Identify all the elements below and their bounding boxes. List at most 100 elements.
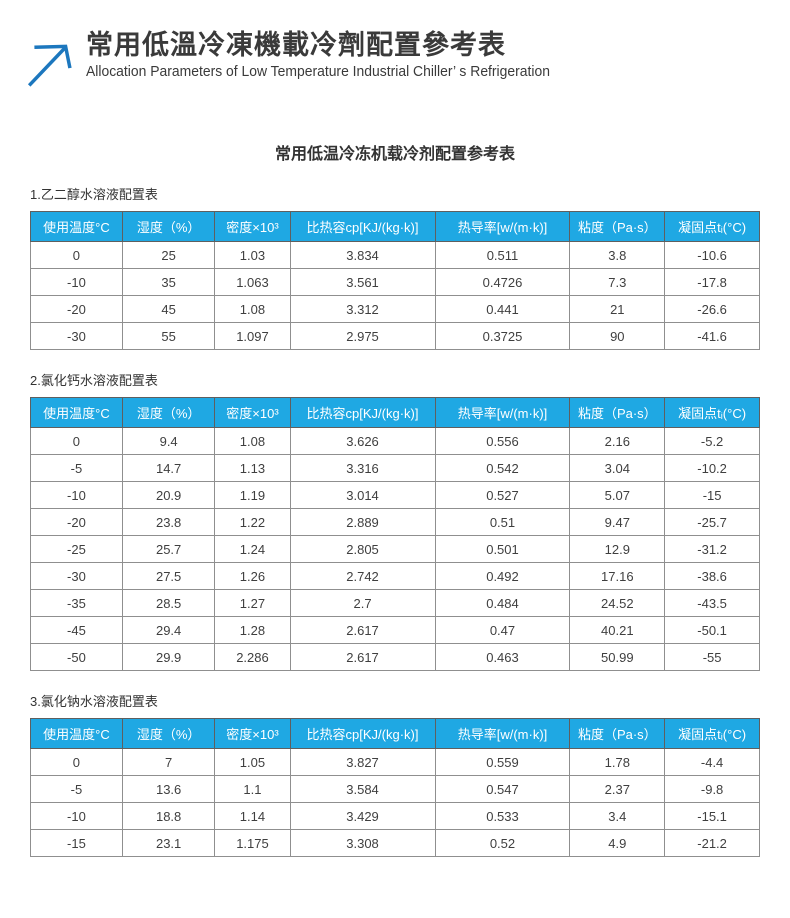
table-cell: 0.527 — [434, 481, 571, 509]
table-cell: 29.9 — [121, 643, 216, 671]
table-cell: 55 — [121, 322, 216, 350]
table-cell: 3.04 — [569, 454, 666, 482]
table-cell: 9.47 — [569, 508, 666, 536]
table-cell: 14.7 — [121, 454, 216, 482]
table-row: -5 13.6 1.1 3.584 0.547 2.37 -9.8 — [30, 775, 760, 803]
table-cell: 0 — [30, 241, 123, 269]
table-cell: 13.6 — [121, 775, 216, 803]
table-cell: 0.47 — [434, 616, 571, 644]
column-header: 粘度（Pa·s） — [569, 211, 666, 242]
table-cell: 1.03 — [214, 241, 291, 269]
table-cell: -38.6 — [664, 562, 760, 590]
table-cell: 3.561 — [289, 268, 436, 296]
table-cell: 90 — [569, 322, 666, 350]
table-cell: -9.8 — [664, 775, 760, 803]
data-table-calcium-chloride: 使用温度°C 湿度（%） 密度×10³ 比热容cp[KJ/(kg·k)] 热导率[w/(… — [30, 397, 760, 671]
table-cell: 2.617 — [289, 616, 436, 644]
table-cell: 4.9 — [569, 829, 666, 857]
table-cell: 3.827 — [289, 748, 436, 776]
section-sodium-chloride: 3.氯化钠水溶液配置表 使用温度°C 湿度（%） 密度×10³ 比热容cp[KJ/(k… — [30, 691, 760, 857]
table-cell: 1.26 — [214, 562, 291, 590]
document-title: 常用低温冷冻机载冷剂配置参考表 — [274, 146, 515, 163]
column-header: 密度×10³ — [214, 397, 291, 428]
table-cell: 50.99 — [569, 643, 666, 671]
table-cell: 3.316 — [289, 454, 436, 482]
column-header: 湿度（%） — [121, 397, 216, 428]
section-label: 2.氯化钙水溶液配置表 — [30, 373, 158, 388]
table-cell: 21 — [569, 295, 666, 323]
table-cell: 0.533 — [434, 802, 571, 830]
table-cell: 3.429 — [289, 802, 436, 830]
table-cell: -5 — [30, 454, 123, 482]
table-cell: 0.484 — [434, 589, 571, 617]
table-header-row: 使用温度°C 湿度（%） 密度×10³ 比热容cp[KJ/(kg·k)] 热导率[w/(… — [30, 718, 760, 749]
section-ethylene-glycol: 1.乙二醇水溶液配置表 使用温度°C 湿度（%） 密度×10³ 比热容cp[KJ/(k… — [30, 184, 760, 350]
column-header: 比热容cp[KJ/(kg·k)] — [289, 211, 436, 242]
table-cell: -15 — [30, 829, 123, 857]
table-cell: 2.975 — [289, 322, 436, 350]
table-cell: 0.559 — [434, 748, 571, 776]
table-row: -35 28.5 1.27 2.7 0.484 24.52 -43.5 — [30, 589, 760, 617]
table-cell: -31.2 — [664, 535, 760, 563]
table-cell: 2.742 — [289, 562, 436, 590]
table-cell: 3.4 — [569, 802, 666, 830]
table-cell: 0.492 — [434, 562, 571, 590]
table-cell: 3.312 — [289, 295, 436, 323]
table-cell: 3.626 — [289, 427, 436, 455]
table-cell: 0.511 — [434, 241, 571, 269]
table-cell: 0.547 — [434, 775, 571, 803]
table-cell: 1.27 — [214, 589, 291, 617]
table-cell: -30 — [30, 562, 123, 590]
table-cell: 0.51 — [434, 508, 571, 536]
table-cell: -10 — [30, 802, 123, 830]
table-cell: 40.21 — [569, 616, 666, 644]
table-cell: 3.8 — [569, 241, 666, 269]
table-row: -45 29.4 1.28 2.617 0.47 40.21 -50.1 — [30, 616, 760, 644]
table-cell: -10 — [30, 481, 123, 509]
table-cell: -26.6 — [664, 295, 760, 323]
table-cell: 9.4 — [121, 427, 216, 455]
column-header: 比热容cp[KJ/(kg·k)] — [289, 397, 436, 428]
table-cell: 2.37 — [569, 775, 666, 803]
table-cell: 2.617 — [289, 643, 436, 671]
table-row: -50 29.9 2.286 2.617 0.463 50.99 -55 — [30, 643, 760, 671]
column-header: 使用温度°C — [30, 718, 123, 749]
table-cell: 3.834 — [289, 241, 436, 269]
data-table-sodium-chloride: 使用温度°C 湿度（%） 密度×10³ 比热容cp[KJ/(kg·k)] 热导率[w/(… — [30, 718, 760, 857]
table-cell: -21.2 — [664, 829, 760, 857]
column-header: 比热容cp[KJ/(kg·k)] — [289, 718, 436, 749]
table-row: -15 23.1 1.175 3.308 0.52 4.9 -21.2 — [30, 829, 760, 857]
table-cell: 1.097 — [214, 322, 291, 350]
table-cell: 1.08 — [214, 427, 291, 455]
table-cell: -10 — [30, 268, 123, 296]
table-row: -25 25.7 1.24 2.805 0.501 12.9 -31.2 — [30, 535, 760, 563]
table-cell: 0.463 — [434, 643, 571, 671]
table-cell: 1.13 — [214, 454, 291, 482]
table-cell: 3.584 — [289, 775, 436, 803]
table-cell: 0.501 — [434, 535, 571, 563]
table-row: 0 25 1.03 3.834 0.511 3.8 -10.6 — [30, 241, 760, 269]
table-cell: -17.8 — [664, 268, 760, 296]
table-cell: -50.1 — [664, 616, 760, 644]
table-cell: 1.24 — [214, 535, 291, 563]
table-cell: -43.5 — [664, 589, 760, 617]
table-header-row: 使用温度°C 湿度（%） 密度×10³ 比热容cp[KJ/(kg·k)] 热导率[w/(… — [30, 397, 760, 428]
table-cell: -45 — [30, 616, 123, 644]
table-row: -30 55 1.097 2.975 0.3725 90 -41.6 — [30, 322, 760, 350]
table-row: -10 18.8 1.14 3.429 0.533 3.4 -15.1 — [30, 802, 760, 830]
table-row: -5 14.7 1.13 3.316 0.542 3.04 -10.2 — [30, 454, 760, 482]
table-cell: 1.175 — [214, 829, 291, 857]
table-cell: 1.19 — [214, 481, 291, 509]
table-cell: -5.2 — [664, 427, 760, 455]
table-cell: 25 — [121, 241, 216, 269]
table-cell: 1.08 — [214, 295, 291, 323]
brand-titles: 常用低溫冷凍機載冷劑配置參考表 Allocation Parameters of… — [86, 30, 569, 80]
table-cell: 1.14 — [214, 802, 291, 830]
brand-subtitle: Allocation Parameters of Low Temperature… — [86, 64, 550, 81]
table-row: 0 9.4 1.08 3.626 0.556 2.16 -5.2 — [30, 427, 760, 455]
table-cell: 0.3725 — [434, 322, 571, 350]
table-cell: -35 — [30, 589, 123, 617]
table-cell: 20.9 — [121, 481, 216, 509]
table-cell: 2.889 — [289, 508, 436, 536]
table-cell: 3.308 — [289, 829, 436, 857]
